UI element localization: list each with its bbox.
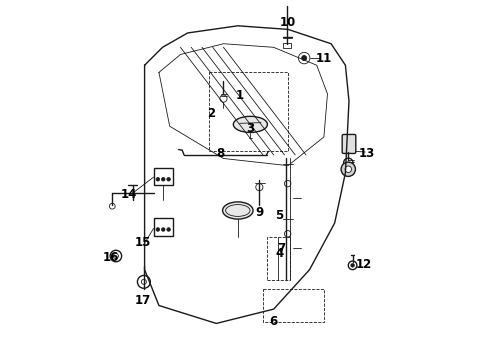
Text: 3: 3 — [246, 122, 254, 135]
Circle shape — [341, 162, 355, 176]
Text: 5: 5 — [275, 210, 283, 222]
Circle shape — [302, 55, 307, 60]
Text: 13: 13 — [359, 147, 375, 159]
Circle shape — [109, 203, 115, 209]
Circle shape — [167, 228, 171, 231]
Text: 14: 14 — [120, 188, 137, 201]
Circle shape — [343, 158, 353, 167]
Circle shape — [161, 177, 165, 181]
Text: 11: 11 — [316, 51, 332, 64]
Text: 6: 6 — [270, 315, 278, 328]
Circle shape — [110, 250, 122, 262]
Text: 4: 4 — [275, 247, 283, 260]
FancyBboxPatch shape — [283, 43, 291, 48]
Ellipse shape — [222, 202, 253, 219]
Circle shape — [345, 166, 351, 172]
Circle shape — [285, 230, 291, 237]
FancyBboxPatch shape — [342, 134, 356, 153]
Circle shape — [167, 177, 171, 181]
Text: 12: 12 — [355, 258, 371, 271]
Text: 2: 2 — [207, 107, 215, 120]
Circle shape — [351, 264, 354, 267]
Text: 16: 16 — [102, 251, 119, 264]
Text: 9: 9 — [255, 206, 264, 219]
Text: 17: 17 — [135, 294, 151, 307]
Text: 15: 15 — [135, 236, 151, 249]
Ellipse shape — [233, 116, 268, 132]
Bar — [153, 219, 173, 235]
Text: 8: 8 — [216, 147, 224, 159]
Circle shape — [256, 184, 263, 191]
Text: 10: 10 — [280, 16, 296, 29]
Circle shape — [220, 95, 227, 102]
Circle shape — [161, 228, 165, 231]
Circle shape — [137, 275, 150, 288]
Circle shape — [285, 180, 291, 187]
Bar — [153, 168, 173, 185]
Circle shape — [156, 228, 160, 231]
Text: 1: 1 — [236, 89, 244, 102]
Circle shape — [348, 261, 357, 270]
Bar — [267, 237, 290, 280]
Text: 7: 7 — [277, 242, 285, 255]
Circle shape — [156, 177, 160, 181]
Circle shape — [298, 52, 310, 64]
